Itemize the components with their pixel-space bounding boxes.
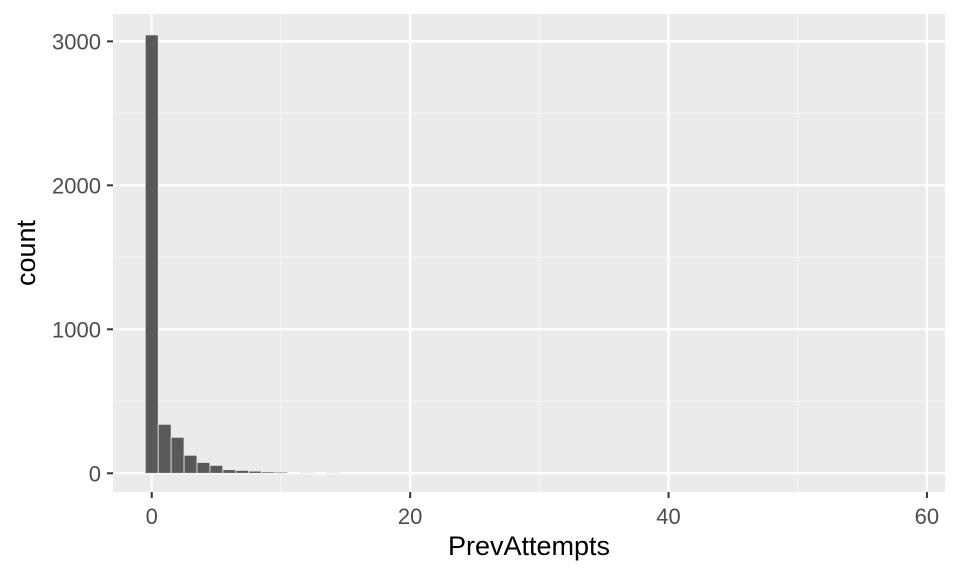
x-tick-label: 40 bbox=[656, 504, 680, 529]
histogram-bar bbox=[170, 436, 185, 474]
histogram-bar bbox=[222, 469, 237, 474]
x-tick-label: 0 bbox=[146, 504, 158, 529]
histogram-bar bbox=[235, 470, 250, 474]
plot-panel bbox=[113, 14, 945, 492]
histogram-bars bbox=[144, 34, 340, 474]
x-axis-title: PrevAttempts bbox=[448, 531, 610, 561]
histogram-bar bbox=[261, 471, 275, 474]
histogram-bar bbox=[144, 34, 159, 474]
x-tick-label: 60 bbox=[915, 504, 939, 529]
histogram-bar bbox=[183, 454, 198, 474]
histogram-bar bbox=[209, 464, 224, 474]
histogram-bar bbox=[299, 472, 314, 474]
histogram-bar bbox=[274, 471, 288, 474]
y-axis-title: count bbox=[11, 219, 41, 286]
y-tick-label: 3000 bbox=[52, 29, 101, 54]
histogram-bar bbox=[196, 462, 211, 474]
y-tick-label: 0 bbox=[89, 461, 101, 486]
y-axis: 0 1000 2000 3000 bbox=[52, 29, 113, 486]
x-axis: 0 20 40 60 bbox=[146, 492, 939, 529]
y-tick-label: 1000 bbox=[52, 317, 101, 342]
histogram-bar bbox=[325, 472, 340, 474]
y-tick-label: 2000 bbox=[52, 173, 101, 198]
histogram-bar bbox=[248, 470, 262, 474]
histogram-bar bbox=[157, 423, 172, 474]
minor-gridlines bbox=[113, 14, 945, 492]
x-tick-label: 20 bbox=[398, 504, 422, 529]
